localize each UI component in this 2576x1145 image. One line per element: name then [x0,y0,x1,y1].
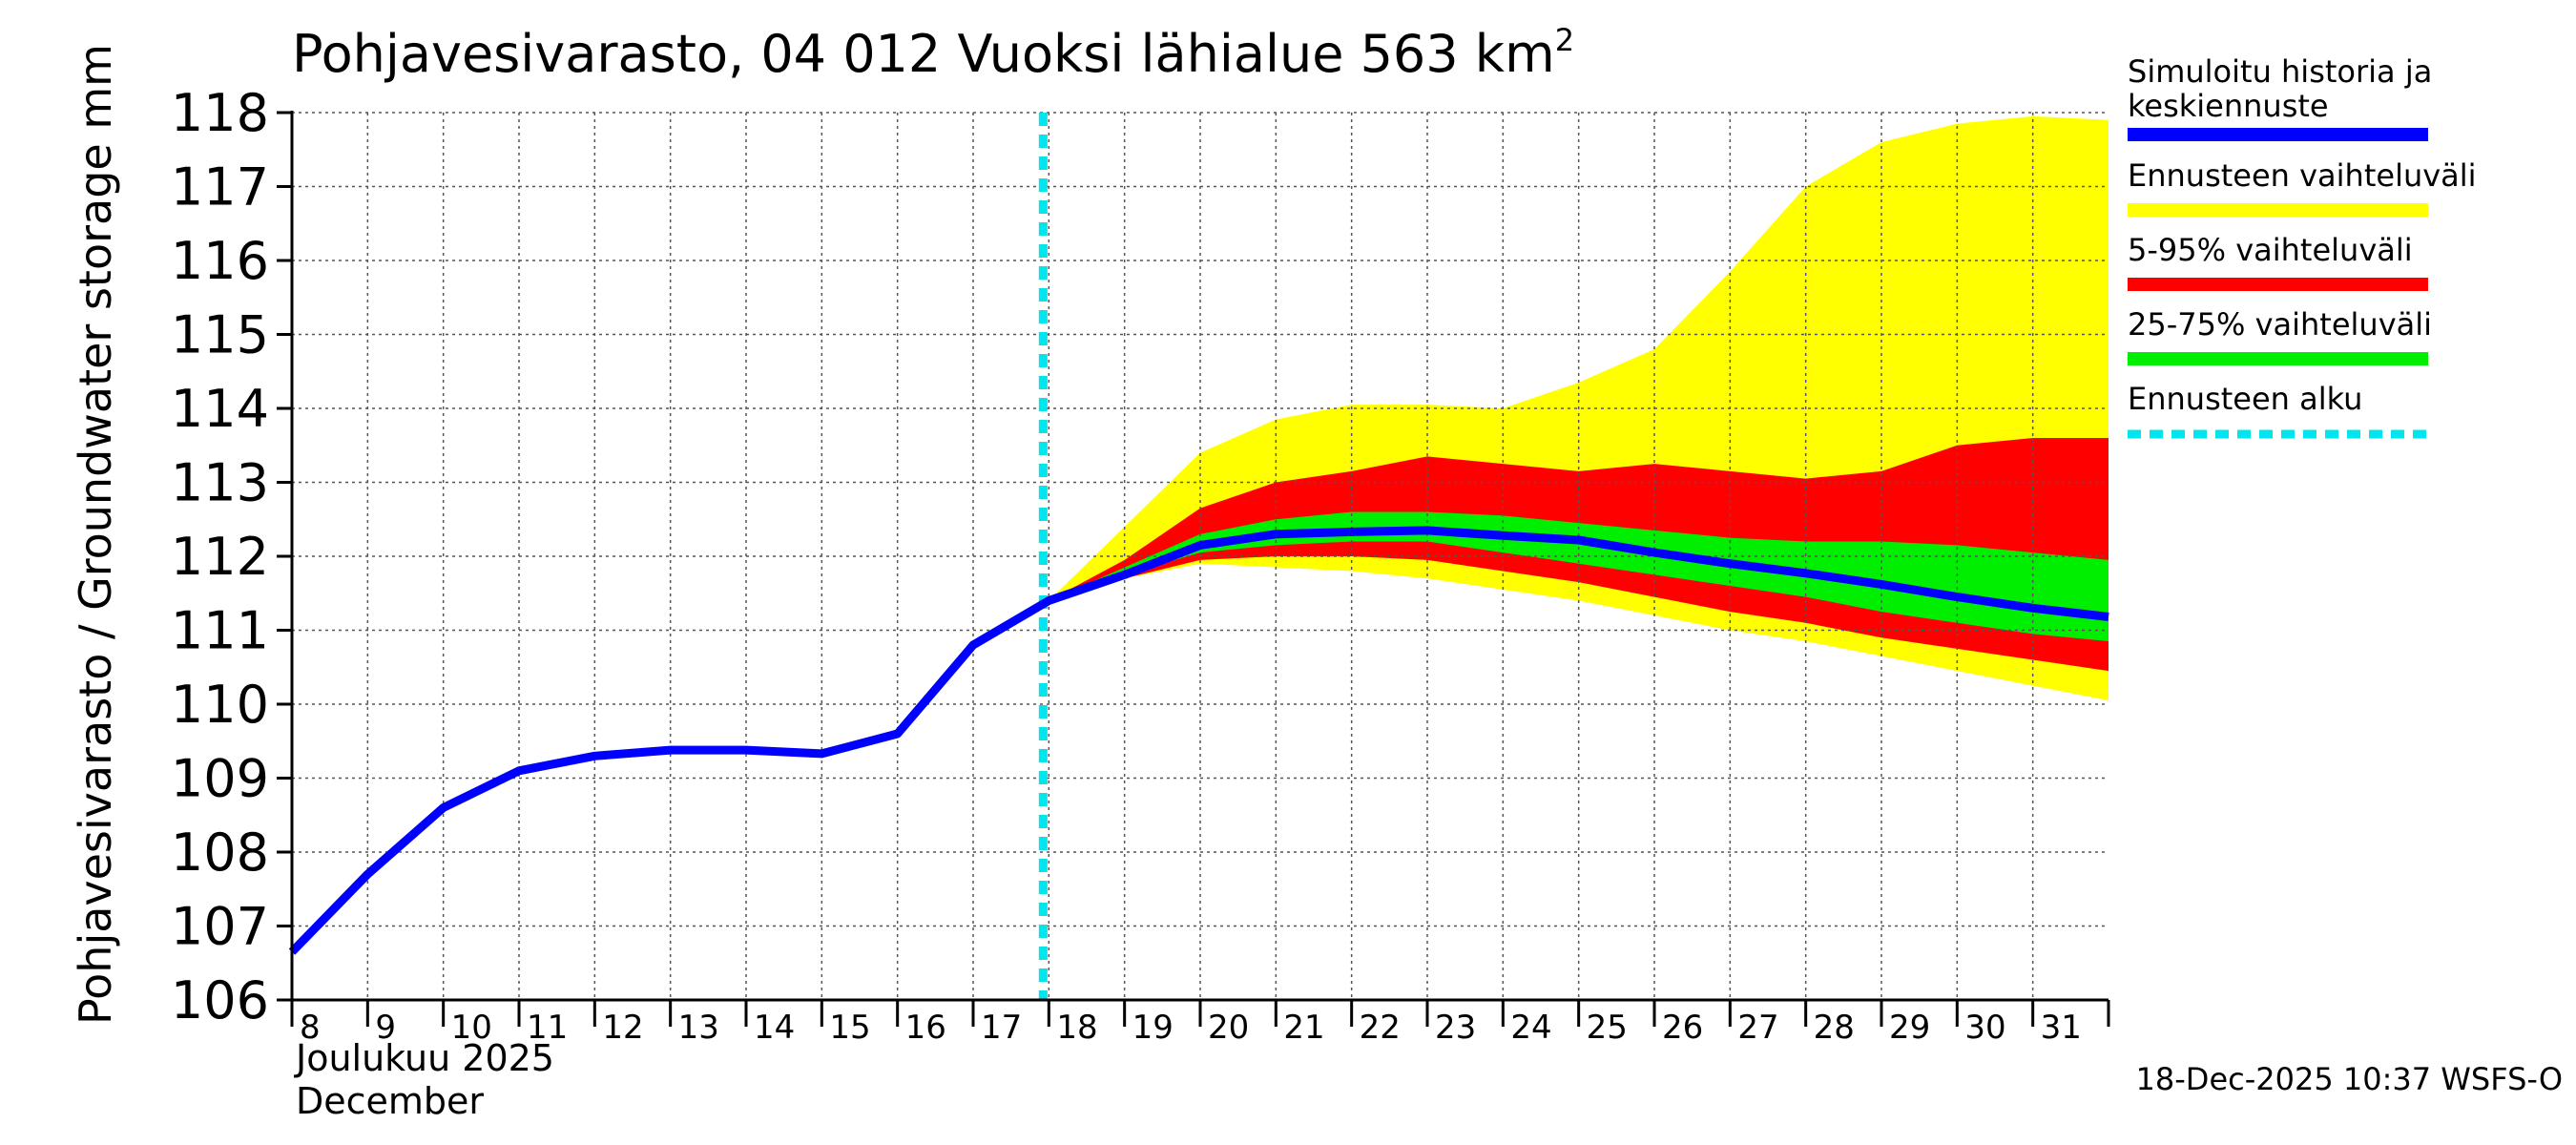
x-tick-label: 23 [1435,1009,1476,1047]
y-tick-label: 110 [171,675,269,735]
x-tick-label: 20 [1208,1009,1249,1047]
x-tick-label: 21 [1283,1009,1324,1047]
band-25-75 [1049,511,2109,642]
x-tick-label: 16 [905,1009,946,1047]
y-tick-label: 116 [171,231,269,291]
legend-label-forecast-range: Ennusteen vaihteluväli [2128,157,2477,194]
y-tick-label: 113 [171,453,269,513]
x-tick-label: 22 [1360,1009,1401,1047]
x-tick-label: 9 [375,1009,396,1047]
y-tick-label: 111 [171,601,269,661]
legend-label-series: Simuloitu historia ja keskiennuste [2128,53,2433,124]
series-line-mean [288,526,2109,955]
x-tick-label: 10 [451,1009,492,1047]
legend-label-5-95: 5-95% vaihteluväli [2128,232,2413,268]
x-tick-label: 30 [1964,1009,2005,1047]
x-tick-label: 29 [1889,1009,1930,1047]
y-tick-label: 112 [171,527,269,587]
legend-label-25-75: 25-75% vaihteluväli [2128,306,2433,343]
y-tick-label: 115 [171,305,269,365]
x-tick-label: 15 [829,1009,870,1047]
y-tick-label: 107 [171,897,269,957]
x-tick-label: 27 [1737,1009,1778,1047]
y-tick-label: 109 [171,749,269,809]
chart-title: Pohjavesivarasto, 04 012 Vuoksi lähialue… [292,22,1575,84]
y-tick-label: 117 [171,157,269,218]
y-tick-label: 108 [171,822,269,883]
x-axis-month-label: Joulukuu 2025 [296,1037,554,1079]
x-tick-label: 18 [1056,1009,1097,1047]
x-tick-label: 31 [2041,1009,2082,1047]
y-tick-label: 118 [171,83,269,143]
y-tick-label: 106 [171,970,269,1030]
chart-title-superscript: 2 [1554,22,1575,58]
timestamp-footer: 18-Dec-2025 10:37 WSFS-O [2135,1061,2563,1097]
x-tick-label: 13 [678,1009,719,1047]
y-tick-label: 114 [171,379,269,439]
legend-label-forecast-start: Ennusteen alku [2128,381,2363,417]
x-tick-label: 14 [754,1009,795,1047]
x-tick-label: 8 [300,1009,321,1047]
x-tick-label: 17 [981,1009,1022,1047]
x-tick-label: 24 [1510,1009,1551,1047]
x-axis-month-label-en: December [296,1080,485,1122]
x-tick-label: 28 [1814,1009,1855,1047]
x-tick-label: 25 [1587,1009,1628,1047]
x-tick-label: 11 [527,1009,568,1047]
x-tick-label: 19 [1132,1009,1174,1047]
x-tick-label: 12 [602,1009,643,1047]
x-tick-label: 26 [1662,1009,1703,1047]
